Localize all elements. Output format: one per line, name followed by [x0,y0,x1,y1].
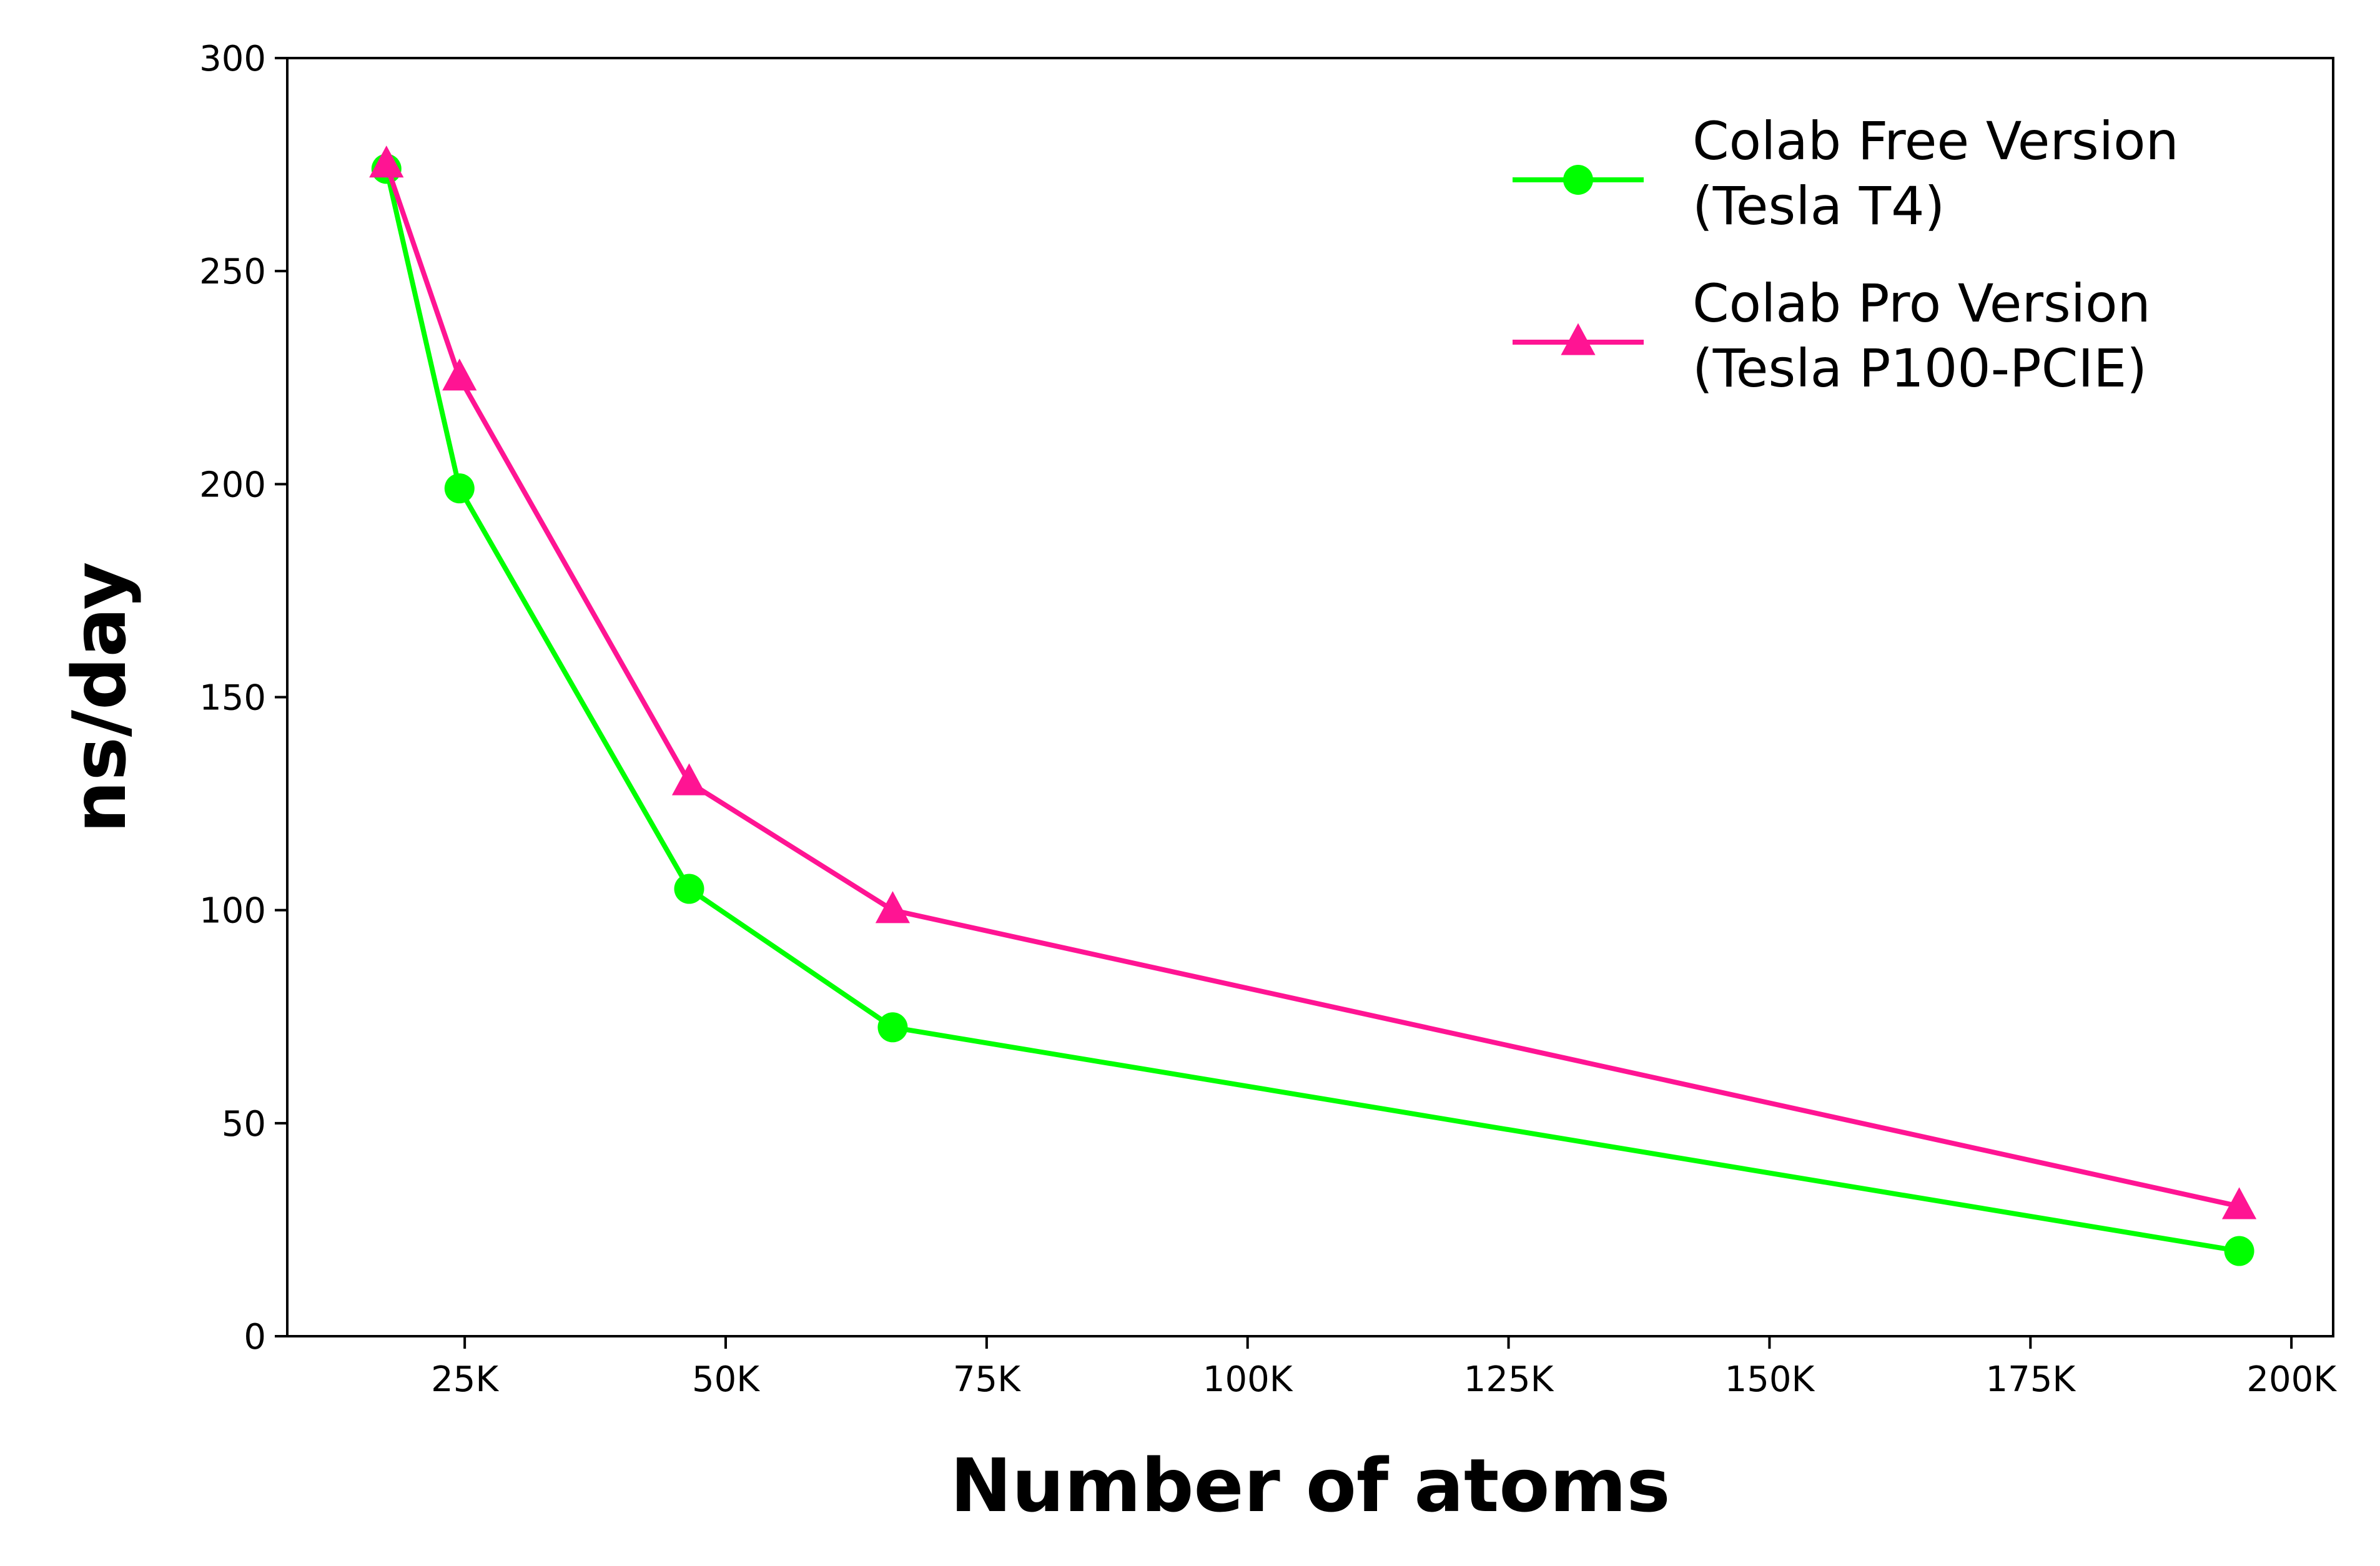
x-tick-label: 175K [1985,1359,2076,1400]
series-layer [369,145,2257,1266]
legend-label: Colab Free Version [1692,111,2179,172]
series-1-point [877,1012,908,1043]
y-axis-title: ns/day [56,562,142,834]
series-2-point [369,145,404,178]
y-axis: 0 50 100 150 200 250 300 [199,39,287,1357]
legend-swatch-marker [1563,165,1593,195]
x-tick-label: 75K [953,1359,1021,1400]
series-2-point [671,763,707,795]
legend-label: (Tesla T4) [1692,175,1945,237]
y-tick-label: 50 [222,1104,266,1145]
x-tick-label: 50K [692,1359,760,1400]
series-2-point [442,358,477,391]
x-tick-label: 125K [1464,1359,1554,1400]
series-1-point [444,473,475,504]
x-axis: 25K 50K 75K 100K 125K 150K 175K 200K [431,1336,2337,1400]
series-2-point [2221,1187,2257,1219]
y-tick-label: 150 [199,678,266,719]
x-tick-label: 100K [1203,1359,1293,1400]
legend-swatch-marker [1561,323,1596,355]
series-1-point [674,874,704,904]
series-1-point [2224,1236,2254,1266]
y-tick-label: 0 [244,1317,266,1357]
legend: Colab Free Version(Tesla T4) Colab Pro Ve… [1513,111,2179,399]
series-2 [369,145,2257,1219]
legend-entry-2: Colab Pro Version(Tesla P100-PCIE) [1513,273,2151,399]
x-tick-label: 200K [2246,1359,2337,1400]
legend-label: Colab Pro Version [1692,273,2151,334]
y-tick-label: 250 [199,252,266,292]
y-tick-label: 300 [199,39,266,79]
legend-entry-1: Colab Free Version(Tesla T4) [1513,111,2179,237]
legend-label: (Tesla P100-PCIE) [1692,338,2147,399]
series-2-point [875,891,911,923]
y-tick-label: 100 [199,891,266,932]
x-axis-title: Number of atoms [950,1442,1670,1529]
x-tick-label: 25K [431,1359,499,1400]
y-tick-label: 200 [199,465,266,505]
x-tick-label: 150K [1725,1359,1815,1400]
